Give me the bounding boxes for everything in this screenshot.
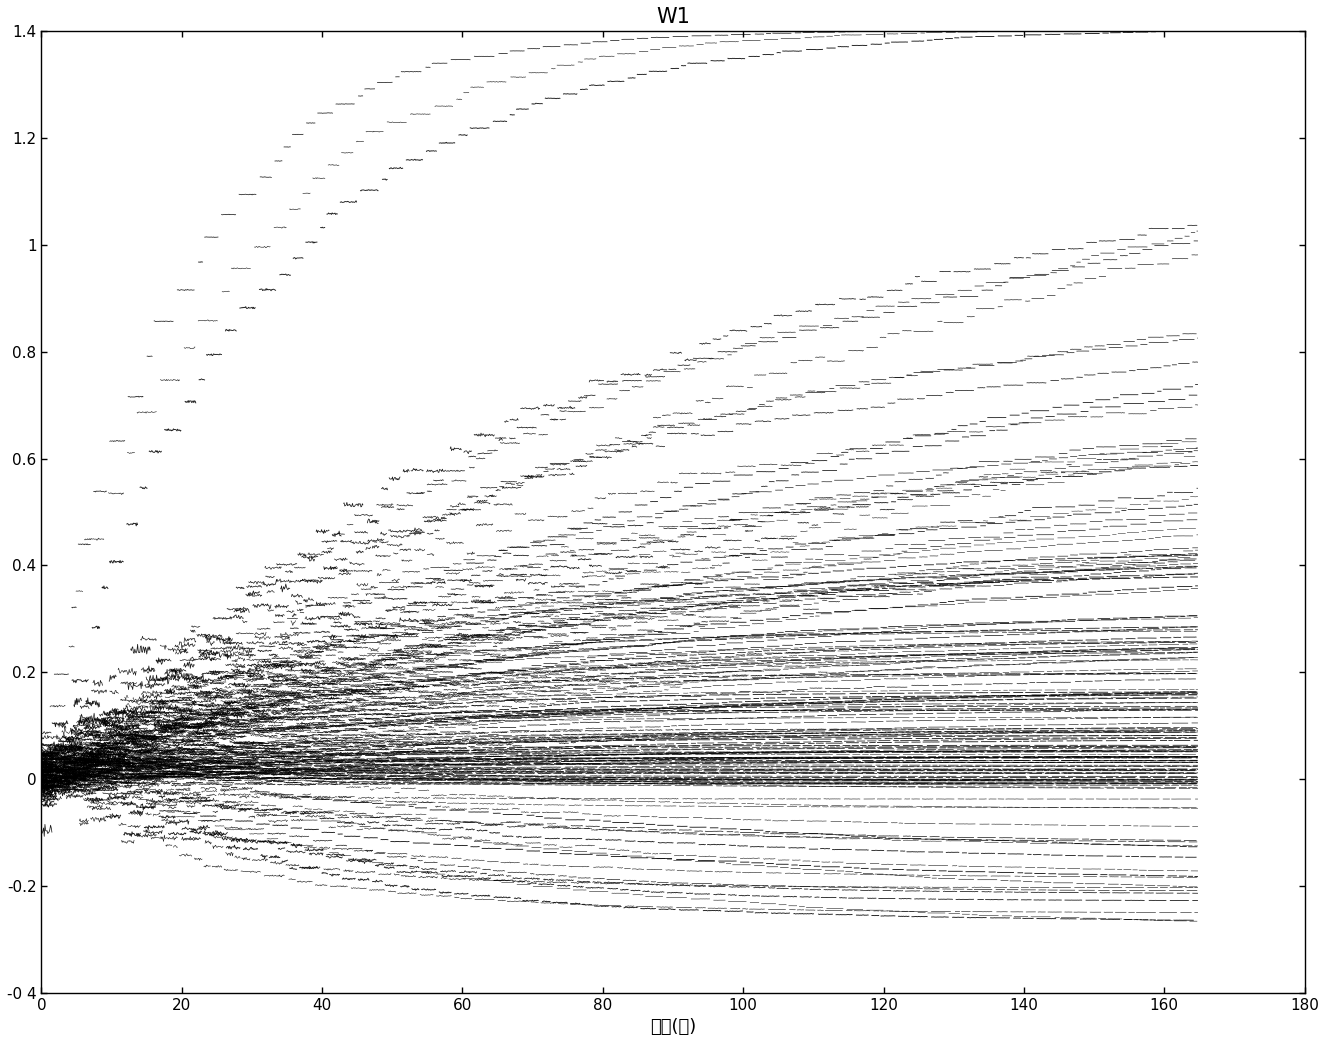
X-axis label: 时间(秒): 时间(秒) bbox=[650, 1018, 696, 1036]
Title: W1: W1 bbox=[656, 7, 690, 27]
